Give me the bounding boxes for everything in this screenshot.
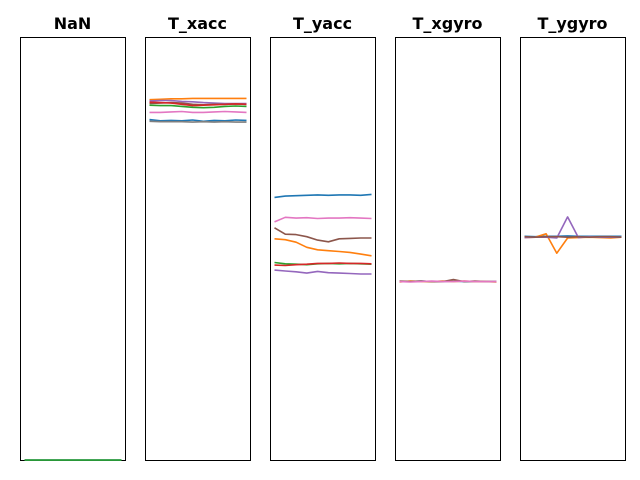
subplot-title-nan: NaN <box>54 14 92 33</box>
series-line-t-xacc-7 <box>149 118 247 123</box>
series-line-t-yacc-6 <box>274 262 372 267</box>
series-line-t-xacc-5 <box>149 104 247 109</box>
series-line-t-yacc-2 <box>274 216 372 223</box>
subplot-title-t-xacc: T_xacc <box>168 14 227 33</box>
series-line-t-xacc-6 <box>149 110 247 114</box>
subplot-title-t-xgyro: T_xgyro <box>413 14 483 33</box>
subplot-t-ygyro: T_ygyro <box>520 14 626 461</box>
series-layer-t-xacc <box>149 97 247 123</box>
series-line-t-ygyro-3 <box>524 216 622 239</box>
subplot-frame-t-xgyro <box>395 37 501 461</box>
series-layer-t-yacc <box>274 193 372 275</box>
series-layer-t-ygyro <box>524 216 622 254</box>
series-line-t-xacc-1 <box>149 97 247 101</box>
series-line-t-xacc-4 <box>149 101 247 107</box>
series-line-t-yacc-1 <box>274 193 372 199</box>
subplot-title-t-yacc: T_yacc <box>293 14 352 33</box>
series-layer-t-xgyro <box>399 278 497 283</box>
series-line-t-xgyro-4 <box>399 280 497 283</box>
subplot-nan: NaN <box>20 14 126 461</box>
series-line-t-xacc-8 <box>149 120 247 123</box>
series-line-t-yacc-3 <box>274 227 372 243</box>
subplot-title-t-ygyro: T_ygyro <box>537 14 607 33</box>
series-line-t-ygyro-4 <box>524 235 622 238</box>
series-line-t-yacc-4 <box>274 238 372 257</box>
subplot-t-yacc: T_yacc <box>270 14 376 461</box>
subplot-frame-nan <box>20 37 126 461</box>
subplot-frame-t-yacc <box>270 37 376 461</box>
subplot-frame-t-ygyro <box>520 37 626 461</box>
subplot-frame-t-xacc <box>145 37 251 461</box>
series-line-t-yacc-7 <box>274 269 372 275</box>
subplot-t-xgyro: T_xgyro <box>395 14 501 461</box>
subplot-t-xacc: T_xacc <box>145 14 251 461</box>
